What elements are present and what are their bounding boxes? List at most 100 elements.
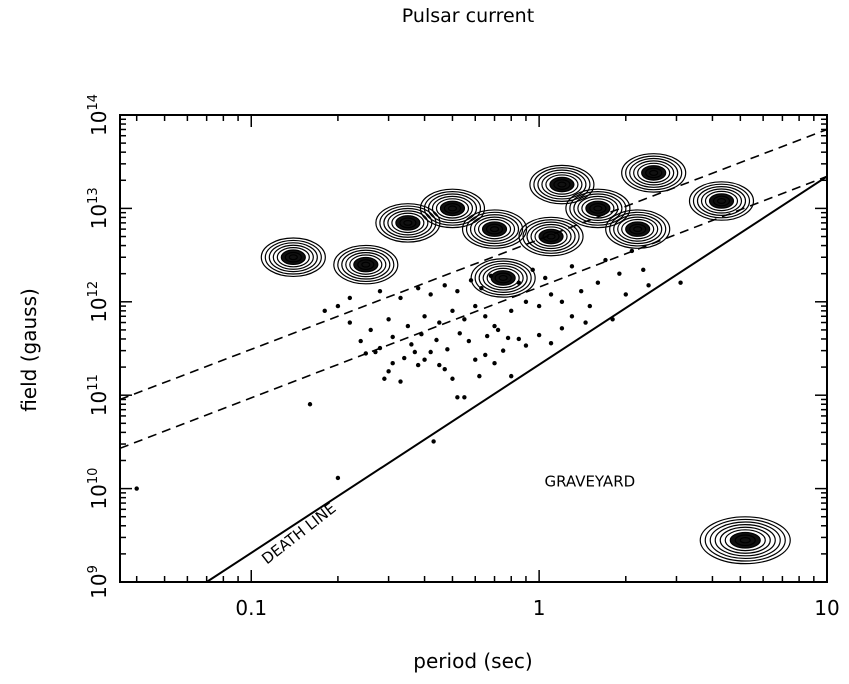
y-tick-label: 1010 [86, 468, 111, 510]
pulsar-point [559, 326, 565, 331]
annotation-1: GRAVEYARD [544, 473, 635, 491]
pulsar-point [347, 320, 353, 325]
density-contour-ring [696, 186, 747, 217]
pulsar-point [466, 338, 472, 344]
density-contour-ring [621, 218, 655, 240]
pulsar-point [322, 308, 327, 314]
density-contour-ring [629, 157, 679, 188]
x-axis-title: period (sec) [413, 649, 532, 673]
density-contour-ring [345, 252, 387, 278]
pulsar-point [390, 334, 395, 340]
density-contour-ring [530, 223, 572, 250]
pulsar-point [500, 348, 506, 353]
pulsar-point [603, 257, 608, 263]
density-contour-ring [613, 214, 663, 245]
density-contour-ring [704, 518, 786, 562]
pulsar-point [386, 317, 391, 322]
pulsar-point [523, 299, 529, 304]
density-contour-ring [633, 226, 643, 233]
pulsar-point [569, 314, 575, 319]
density-contour-ring [391, 212, 425, 234]
pulsar-point [415, 362, 421, 368]
density-contour-ring [268, 242, 318, 273]
pulsar-point [442, 283, 447, 288]
density-contour-ring [333, 244, 399, 285]
annotations: DEATH LINE GRAVEYARD [258, 473, 635, 568]
density-contour-ring [692, 183, 751, 219]
density-contour-ring [700, 188, 743, 214]
y-axis: 109 1010 1011 1012 1013 1014 [86, 94, 827, 599]
pulsar-point [536, 303, 542, 309]
density-contour-ring [518, 216, 584, 257]
death-line [206, 175, 827, 582]
pulsar-point [462, 395, 467, 400]
pulsar-point [347, 295, 353, 301]
density-contour-ring [609, 211, 667, 247]
y-tick-label: 1012 [86, 281, 111, 323]
density-contour-ring [569, 190, 627, 226]
pulsar-point [450, 308, 455, 314]
pulsar-point [335, 303, 341, 309]
density-contour-ring [577, 195, 619, 221]
x-tick-label: 0.1 [235, 596, 267, 620]
y-tick-label: 109 [86, 565, 111, 599]
density-contour-ring [473, 216, 516, 242]
pulsar-point [457, 331, 462, 336]
pulsar-point [405, 323, 411, 329]
density-contour-ring [337, 247, 395, 283]
density-contours [260, 153, 791, 565]
density-contour-ring [605, 209, 671, 249]
pulsar-point [386, 369, 391, 374]
density-contour-ring [387, 210, 429, 236]
density-contour-ring [699, 516, 791, 565]
density-contour-ring [379, 205, 437, 241]
density-contour-ring [522, 219, 580, 254]
density-contour-ring [617, 216, 659, 242]
density-contour-ring [260, 237, 326, 278]
density-contour-ring [470, 258, 536, 298]
density-contour-ring [288, 254, 298, 261]
density-contour-ring [709, 521, 781, 560]
pulsar-point [492, 361, 497, 366]
pulsar-point [377, 288, 383, 294]
density-contour-ring [537, 169, 587, 200]
density-contour-ring [534, 226, 568, 247]
density-contour-ring [545, 174, 579, 195]
pulsar-point [477, 373, 482, 379]
pulsar-point [483, 352, 488, 358]
pulsar-point [437, 320, 442, 325]
data-points [134, 248, 683, 491]
density-contour-ring [704, 190, 739, 212]
pulsar-point [492, 323, 497, 329]
density-contour-ring [719, 526, 771, 554]
pulsar-point [623, 292, 628, 297]
pulsar-point [536, 332, 542, 338]
density-contour-ring [423, 190, 482, 226]
pulsar-point [428, 349, 433, 355]
pulsar-point [409, 342, 414, 347]
pulsar-point [509, 373, 514, 379]
density-contour-ring [427, 193, 478, 224]
pulsar-point [483, 314, 488, 319]
pulsar-point [307, 402, 313, 407]
density-contour-ring [272, 244, 314, 270]
pulsar-point [617, 271, 622, 276]
pulsar-point [422, 357, 427, 362]
pulsar-point [523, 343, 529, 348]
plot-frame [119, 114, 828, 583]
y-tick-label: 1013 [86, 187, 111, 229]
reference-lines [120, 128, 827, 582]
pulsar-point [484, 333, 490, 339]
pulsar-point [548, 341, 554, 346]
density-contour-ring [361, 261, 371, 268]
pulsar-point [548, 292, 554, 297]
x-tick-label: 10 [814, 596, 839, 620]
x-tick-label: 1 [533, 596, 546, 620]
dashed-reference-line [120, 175, 827, 450]
pulsar-point [583, 320, 588, 325]
pulsar-point [335, 475, 341, 481]
y-tick-label: 1014 [86, 94, 111, 136]
pulsar-point [437, 362, 442, 368]
pulsar-point [543, 275, 548, 281]
pulsar-point [516, 280, 522, 285]
